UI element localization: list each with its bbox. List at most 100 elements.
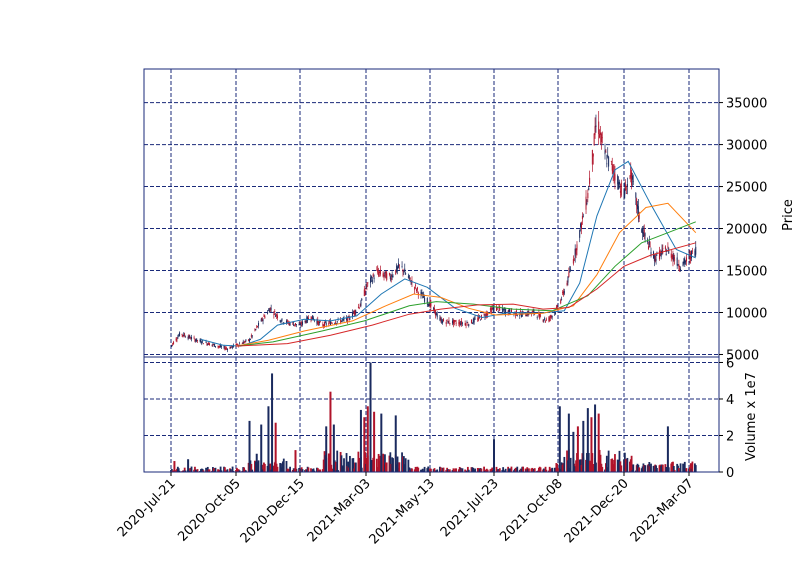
candle-body <box>447 321 449 324</box>
candle-body <box>415 289 417 292</box>
candle-body <box>396 265 398 272</box>
candle-body <box>618 181 620 190</box>
volume-bar <box>594 404 597 472</box>
volume-bar <box>366 406 369 472</box>
volume-bar <box>465 470 467 472</box>
volume-bar <box>620 465 623 472</box>
volume-bar <box>476 467 479 472</box>
volume-bar <box>666 426 669 472</box>
volume-bar <box>375 458 378 472</box>
volume-bar <box>190 466 193 472</box>
candle-body <box>452 319 454 325</box>
candle-body <box>285 320 287 324</box>
volume-bar <box>382 453 385 472</box>
candle-body <box>591 150 593 165</box>
volume-bar <box>420 469 423 472</box>
volume-bar <box>486 469 489 472</box>
candle-body <box>307 316 309 321</box>
candle-body <box>691 250 693 252</box>
volume-bar <box>235 469 237 472</box>
candle-body <box>575 249 577 255</box>
candle-body <box>299 322 301 324</box>
volume-bar <box>421 468 424 472</box>
volume-bar <box>616 459 619 472</box>
volume-bar <box>480 468 483 472</box>
volume-bar <box>471 467 474 472</box>
candle-body <box>404 268 406 273</box>
candle-body <box>257 326 259 328</box>
candle-body <box>379 269 381 275</box>
candle-body <box>304 320 306 323</box>
volume-bar <box>498 468 501 472</box>
volume-bar <box>597 413 600 472</box>
candle-body <box>562 292 564 294</box>
candle-body <box>581 222 583 230</box>
volume-bar <box>345 453 348 472</box>
candle-body <box>632 180 634 182</box>
candle-body <box>280 321 282 323</box>
candle-body <box>341 319 343 321</box>
candle-body <box>554 312 556 314</box>
volume-bar <box>409 470 412 472</box>
volume-bar <box>291 470 294 472</box>
volume-bar <box>542 468 545 472</box>
candle-body <box>617 175 619 185</box>
candle-body <box>684 259 686 264</box>
candle-body <box>690 253 692 261</box>
volume-bar <box>453 470 456 472</box>
candle-body <box>287 322 289 324</box>
volume-bar <box>454 468 457 472</box>
volume-bar <box>358 457 361 472</box>
volume-bar <box>183 467 186 472</box>
candle-body <box>539 313 541 319</box>
candle-body <box>370 276 372 279</box>
candle-body <box>638 212 640 219</box>
candle-body <box>648 240 650 245</box>
volume-bar <box>447 469 449 472</box>
candle-body <box>365 284 367 288</box>
candle-body <box>171 344 173 346</box>
volume-bar <box>187 459 190 472</box>
volume-bar <box>410 468 412 472</box>
candle-body <box>685 260 687 262</box>
candle-body <box>205 341 207 343</box>
candle-body <box>545 320 547 322</box>
candle-body <box>392 276 394 278</box>
candle-body <box>403 272 405 274</box>
candle-body <box>592 153 594 157</box>
candle-body <box>454 320 456 322</box>
volume-bar <box>574 466 577 472</box>
volume-bar <box>294 450 297 472</box>
candle-body <box>212 343 214 345</box>
volume-bar <box>451 470 454 472</box>
volume-bar <box>590 417 593 472</box>
volume-bar <box>679 463 682 472</box>
candle-body <box>208 342 210 345</box>
candle-body <box>187 337 189 339</box>
candle-body <box>601 137 603 139</box>
candle-body <box>519 315 521 316</box>
candle-body <box>322 323 324 326</box>
volume-bar <box>460 468 463 472</box>
candle-body <box>453 319 455 323</box>
candle-body <box>274 311 276 312</box>
candle-body <box>363 289 365 296</box>
volume-bar <box>539 467 542 472</box>
candle-body <box>572 259 574 264</box>
candle-body <box>626 193 628 194</box>
volume-bar <box>325 426 328 472</box>
candle-body <box>207 343 209 345</box>
volume-bar <box>212 468 215 472</box>
volume-bar <box>479 468 482 472</box>
volume-bar <box>430 468 432 472</box>
candle-body <box>239 343 241 345</box>
volume-bar <box>401 452 403 472</box>
candle-body <box>398 264 400 266</box>
candle-body <box>568 272 570 277</box>
volume-bar <box>365 463 367 472</box>
volume-bar <box>251 469 254 472</box>
candle-body <box>520 311 522 313</box>
volume-bar <box>466 470 468 472</box>
volume-bar <box>288 468 291 472</box>
candle-body <box>203 343 204 345</box>
